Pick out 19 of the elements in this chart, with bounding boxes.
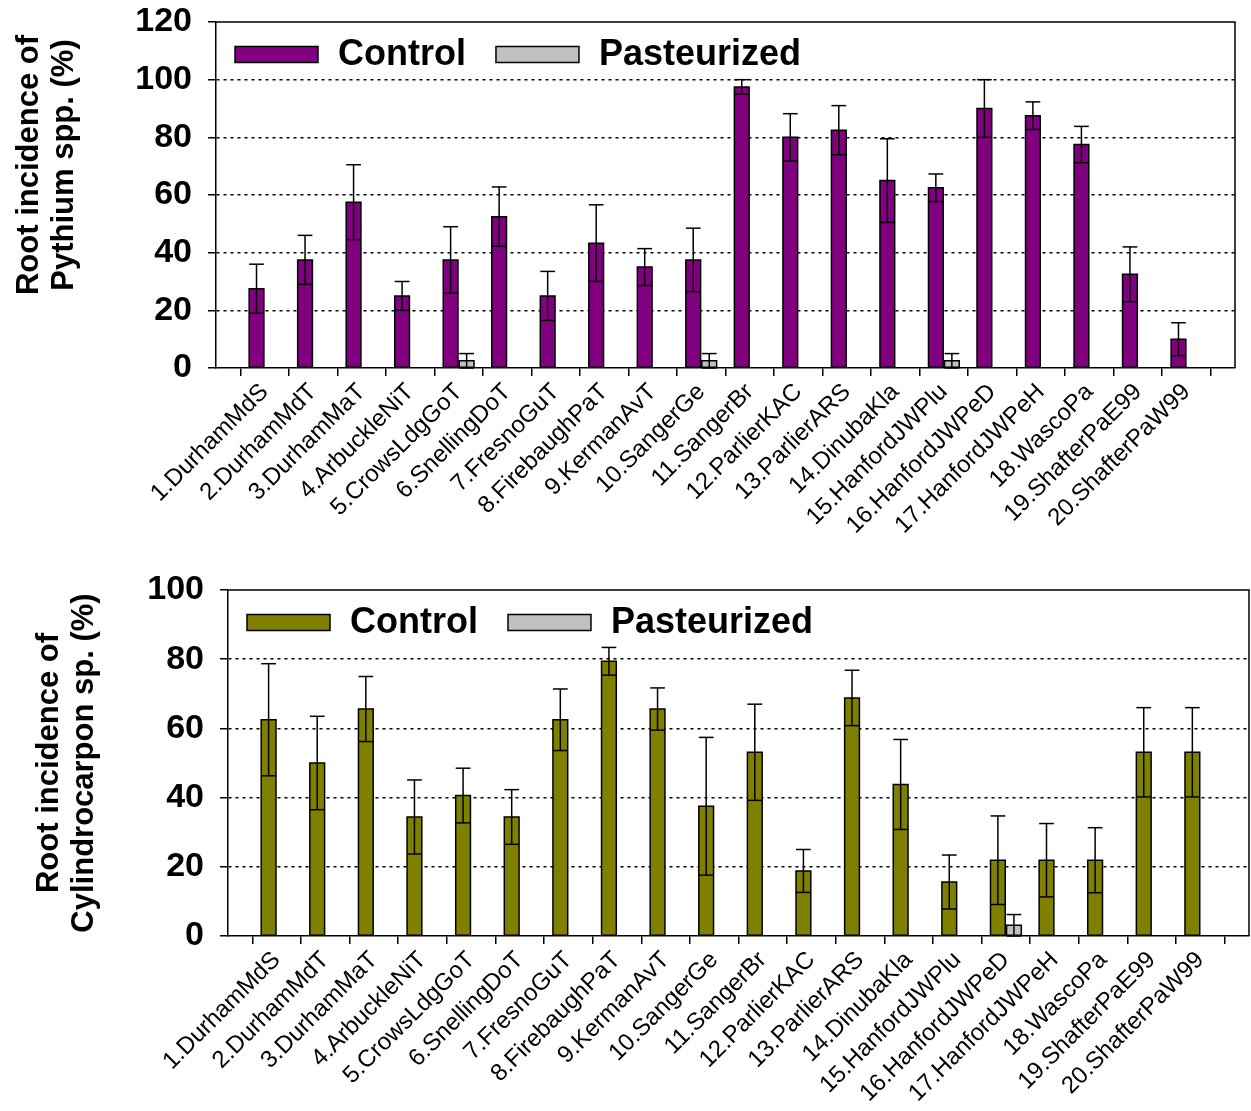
y-tick-label: 100 [147, 568, 204, 607]
y-tick-label: 60 [166, 706, 204, 745]
legend-label: Pasteurized [598, 32, 802, 74]
y-tick-label: 80 [166, 637, 204, 676]
y-tick-label: 60 [154, 173, 192, 212]
y-tick-label: 40 [166, 775, 204, 814]
y-tick-label: 80 [154, 115, 192, 154]
y-axis-title: Root incidence of Cylindrocarpon sp. (%) [30, 592, 100, 935]
y-axis-title: Root incidence of Pythium spp. (%) [10, 33, 80, 298]
y-tick-label: 120 [135, 0, 192, 39]
y-tick-label: 0 [185, 914, 204, 953]
y-tick-label: 20 [166, 845, 204, 884]
legend-label: Control [350, 600, 478, 642]
y-tick-label: 20 [154, 288, 192, 327]
legend-label: Control [338, 32, 466, 74]
y-tick-label: 40 [154, 231, 192, 270]
legend-label: Pasteurized [610, 600, 814, 642]
y-tick-label: 0 [173, 346, 192, 385]
y-tick-label: 100 [135, 58, 192, 97]
